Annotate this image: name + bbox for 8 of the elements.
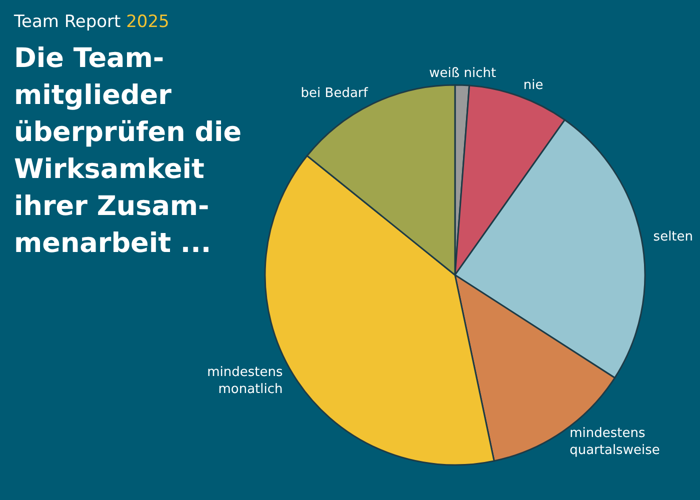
slice-label: weiß nicht xyxy=(429,66,496,81)
slice-label: bei Bedarf xyxy=(300,85,368,100)
slice-label: mindestens quartalsweise xyxy=(570,425,660,458)
text: Die Team- mitglieder überprüfen die Wirksamkeit ihrer Zusam- menarbeit ... xyxy=(14,42,243,261)
slice-label: nie xyxy=(523,77,544,93)
slice-label: mindestens monatlich xyxy=(207,364,283,397)
slice-label: selten xyxy=(653,229,694,244)
chart-subtitle: Team Report 2025 xyxy=(14,12,170,32)
